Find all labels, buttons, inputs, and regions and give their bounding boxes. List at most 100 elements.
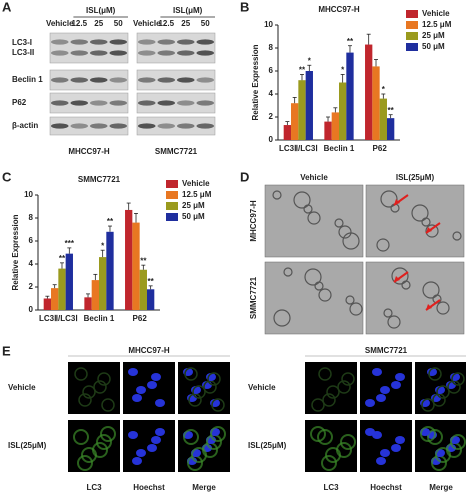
error-bar [52, 284, 57, 289]
legend-swatch [406, 21, 418, 29]
error-bar [107, 225, 112, 232]
blot-panel [49, 92, 129, 114]
nucleus [395, 436, 405, 444]
nucleus [391, 444, 401, 452]
significance-label: * [382, 85, 386, 94]
error-bar [93, 273, 98, 281]
legend-label: Vehicle [182, 179, 210, 188]
blot-panel [136, 69, 216, 91]
blot-band [109, 39, 128, 45]
blot-band [176, 39, 195, 45]
error-bar [67, 247, 72, 254]
x-tick-label: P62 [373, 144, 388, 153]
legend-label: 12.5 μM [182, 190, 212, 199]
cell-line-label: MHCC97-H [68, 147, 110, 156]
error-bar [141, 264, 146, 270]
y-tick-label: 6 [269, 66, 274, 75]
panel-label: D [240, 169, 249, 184]
nucleus [136, 449, 146, 457]
lc3-signal [77, 455, 93, 471]
y-tick-label: 2 [29, 282, 34, 291]
organelle [387, 315, 401, 329]
lc3-signal [211, 398, 225, 412]
legend-label: 50 μM [422, 42, 445, 51]
nucleus [380, 449, 390, 457]
lc3-signal [74, 367, 88, 381]
lc3-signal [191, 447, 207, 463]
column-label: Merge [192, 483, 216, 492]
lane-label: 12.5 [158, 19, 174, 28]
organelle [345, 295, 355, 305]
x-tick-label: LC3Ⅱ/LC3Ⅰ [279, 144, 318, 153]
tem-image [264, 261, 364, 335]
organelle [422, 281, 440, 299]
blot-panel [136, 32, 216, 64]
fluorescence-image [415, 420, 466, 472]
blot-band [50, 50, 69, 56]
bar [283, 125, 292, 140]
lc3-signal [435, 447, 451, 463]
arrow-head [426, 304, 432, 310]
bar [346, 52, 354, 140]
blot-band [89, 39, 108, 45]
organelle [307, 211, 321, 225]
lc3-signal [450, 434, 466, 450]
column-label: Hoechst [133, 483, 165, 492]
column-label: Hoechst [370, 483, 402, 492]
blot-band [137, 39, 156, 45]
bar [106, 231, 114, 310]
bar [125, 209, 133, 310]
organelle [383, 308, 393, 318]
lc3-signal [311, 398, 325, 412]
bar [43, 298, 52, 310]
lc3-signal [337, 380, 351, 394]
lc3-signal [101, 398, 115, 412]
bar [65, 253, 73, 310]
organelle [283, 267, 293, 277]
lc3-signal [82, 385, 96, 399]
nucleus [365, 428, 375, 436]
row-label: Vehicle [8, 383, 36, 392]
y-tick-label: 10 [264, 20, 273, 29]
blot-band [70, 123, 89, 129]
bar [324, 121, 332, 140]
chart-title: MHCC97-H [318, 5, 360, 14]
blot-band [109, 123, 128, 129]
legend-swatch [406, 10, 418, 18]
x-tick-label: Beclin 1 [84, 314, 115, 323]
legend-label: 50 μM [182, 212, 205, 221]
nucleus [147, 381, 157, 389]
blot-band [157, 50, 176, 56]
legend-label: 25 μM [182, 201, 205, 210]
organelle [391, 267, 409, 285]
blot-band [176, 123, 195, 129]
panel-label: B [240, 0, 249, 14]
blot-band [50, 77, 69, 83]
nucleus [136, 386, 146, 394]
error-bar [340, 74, 345, 83]
significance-label: ** [347, 37, 354, 46]
error-bar [388, 114, 393, 119]
organelle [425, 224, 439, 238]
panel-label: C [2, 169, 12, 184]
lc3-signal [318, 367, 332, 381]
blot-band [157, 100, 176, 106]
bar [339, 82, 347, 140]
organelle [318, 288, 332, 302]
bar [91, 280, 99, 310]
organelle [376, 238, 390, 252]
error-bar [86, 293, 91, 298]
bar [372, 66, 380, 140]
lane-label: Vehicle [133, 19, 161, 28]
bar [99, 257, 107, 310]
significance-label: ** [299, 66, 306, 75]
significance-label: ** [59, 254, 66, 263]
bar [291, 103, 299, 140]
lc3-signal [428, 367, 442, 381]
legend-swatch [166, 213, 178, 221]
arrow-head [426, 227, 432, 233]
blot-band [109, 100, 128, 106]
organelle [273, 309, 291, 327]
blot-panel [136, 92, 216, 114]
